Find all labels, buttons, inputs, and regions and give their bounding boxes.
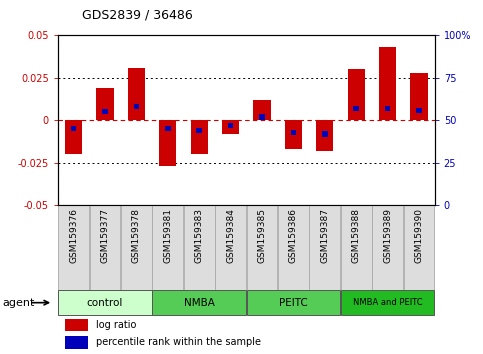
Bar (58, 205, 89, 290)
Bar (121, 205, 152, 290)
Text: log ratio: log ratio (96, 320, 136, 330)
Bar (254, 100, 270, 120)
Text: GSM159388: GSM159388 (352, 208, 361, 263)
Bar (215, 205, 246, 290)
Bar (247, 290, 340, 315)
Text: PEITC: PEITC (279, 298, 308, 308)
Bar (385, 106, 390, 111)
Bar (66, 336, 88, 349)
Bar (159, 120, 176, 166)
Text: GSM159376: GSM159376 (69, 208, 78, 263)
Bar (128, 68, 145, 120)
Bar (341, 290, 434, 315)
Text: GSM159390: GSM159390 (414, 208, 424, 263)
Bar (90, 205, 120, 290)
Text: GSM159377: GSM159377 (100, 208, 110, 263)
Bar (153, 205, 183, 290)
Bar (66, 319, 88, 331)
Bar (278, 205, 309, 290)
Bar (291, 130, 296, 135)
Bar (310, 205, 340, 290)
Text: percentile rank within the sample: percentile rank within the sample (96, 337, 261, 348)
Bar (372, 205, 403, 290)
Bar (222, 120, 239, 134)
Bar (97, 88, 114, 120)
Text: agent: agent (2, 298, 35, 308)
Bar (411, 73, 427, 120)
Text: GSM159378: GSM159378 (132, 208, 141, 263)
Bar (354, 106, 359, 111)
Text: GSM159384: GSM159384 (226, 208, 235, 263)
Bar (348, 69, 365, 120)
Bar (259, 114, 265, 120)
Bar (416, 108, 422, 113)
Bar (404, 205, 434, 290)
Bar (153, 290, 246, 315)
Text: GSM159381: GSM159381 (163, 208, 172, 263)
Bar (65, 120, 82, 154)
Bar (71, 126, 76, 131)
Text: GDS2839 / 36486: GDS2839 / 36486 (82, 8, 193, 21)
Bar (197, 128, 202, 133)
Bar (316, 120, 333, 151)
Bar (247, 205, 277, 290)
Bar (379, 47, 396, 120)
Bar (191, 120, 208, 154)
Text: NMBA and PEITC: NMBA and PEITC (353, 298, 423, 307)
Bar (58, 290, 152, 315)
Text: GSM159387: GSM159387 (320, 208, 329, 263)
Bar (134, 104, 139, 109)
Bar (341, 205, 371, 290)
Text: control: control (87, 298, 123, 308)
Text: GSM159386: GSM159386 (289, 208, 298, 263)
Bar (102, 109, 108, 114)
Text: GSM159385: GSM159385 (257, 208, 267, 263)
Text: GSM159383: GSM159383 (195, 208, 204, 263)
Bar (285, 120, 302, 149)
Bar (322, 131, 327, 137)
Bar (184, 205, 214, 290)
Bar (228, 123, 233, 128)
Text: GSM159389: GSM159389 (383, 208, 392, 263)
Bar (165, 126, 170, 131)
Text: NMBA: NMBA (184, 298, 214, 308)
